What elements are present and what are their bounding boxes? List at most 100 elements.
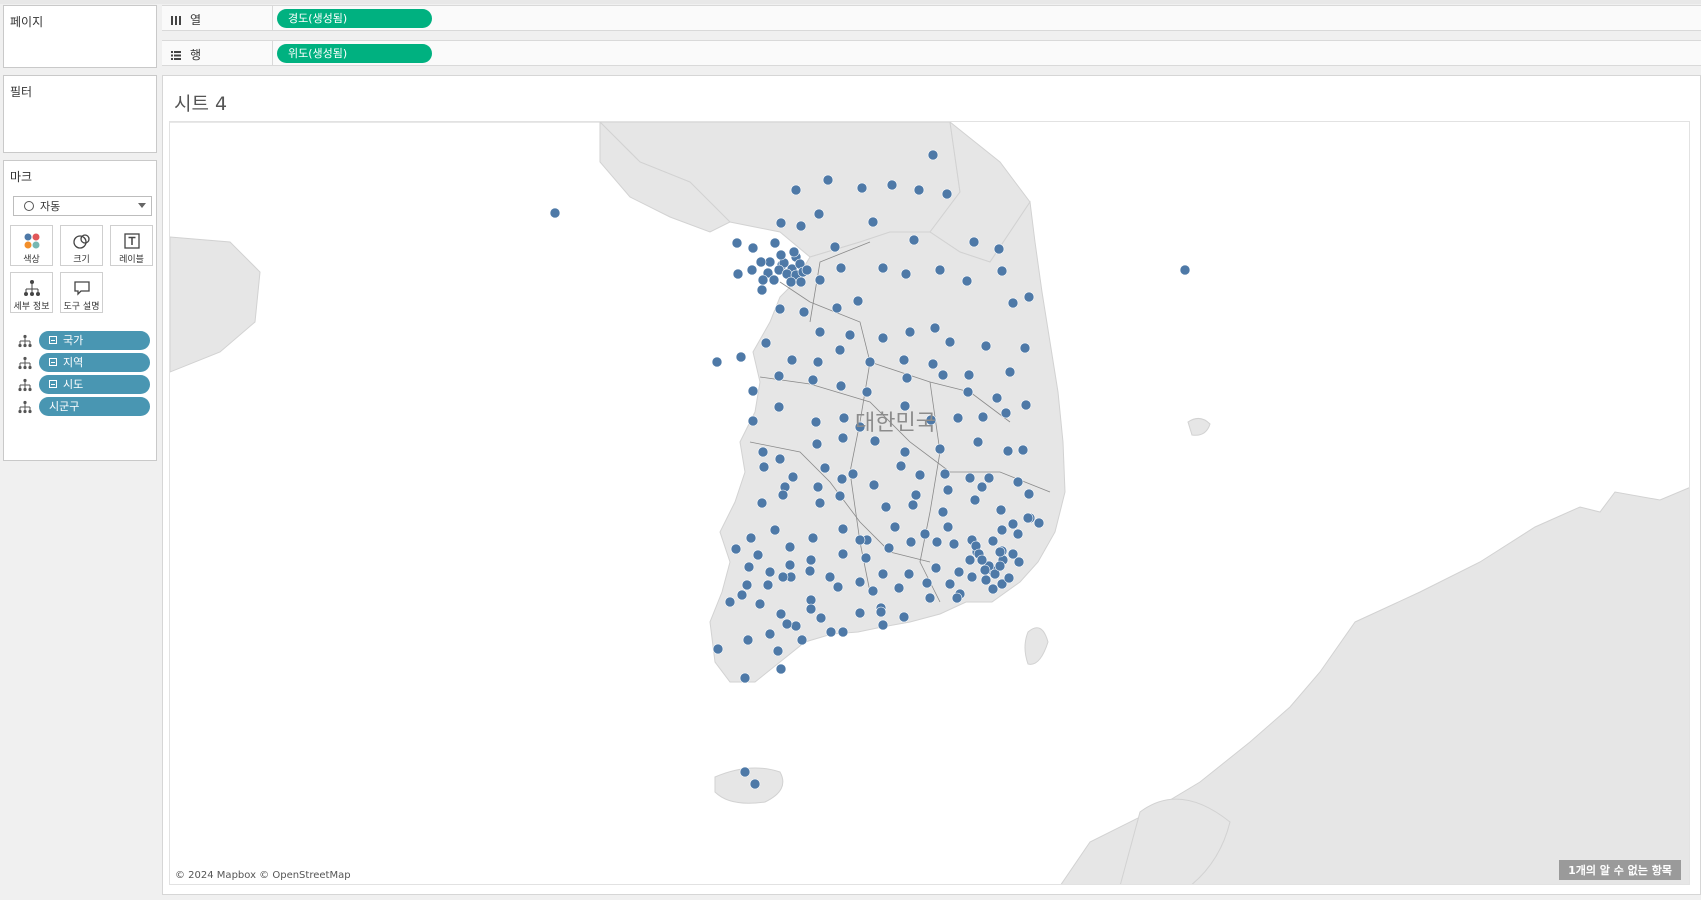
map-mark[interactable] bbox=[966, 571, 978, 583]
map-mark[interactable] bbox=[927, 149, 939, 161]
map-mark[interactable] bbox=[895, 460, 907, 472]
map-mark[interactable] bbox=[795, 220, 807, 232]
map-attribution[interactable]: © 2024 Mapbox © OpenStreetMap bbox=[175, 870, 351, 881]
map-mark[interactable] bbox=[964, 472, 976, 484]
map-mark[interactable] bbox=[1012, 476, 1024, 488]
map-mark[interactable] bbox=[996, 524, 1008, 536]
map-mark[interactable] bbox=[745, 532, 757, 544]
map-mark[interactable] bbox=[832, 581, 844, 593]
map-mark[interactable] bbox=[788, 246, 800, 258]
map-mark[interactable] bbox=[749, 778, 761, 790]
map-mark[interactable] bbox=[775, 663, 787, 675]
map-mark[interactable] bbox=[919, 528, 931, 540]
map-mark[interactable] bbox=[1000, 407, 1012, 419]
map-mark[interactable] bbox=[908, 234, 920, 246]
map-mark[interactable] bbox=[854, 421, 866, 433]
map-mark[interactable] bbox=[730, 543, 742, 555]
map-mark[interactable] bbox=[994, 546, 1006, 558]
latitude-pill[interactable]: 위도(생성됨) bbox=[277, 44, 432, 63]
label-button[interactable]: 레이블 bbox=[110, 225, 153, 266]
field-pill-country[interactable]: 국가 bbox=[39, 331, 150, 350]
map-mark[interactable] bbox=[755, 256, 767, 268]
map-mark[interactable] bbox=[825, 626, 837, 638]
map-mark[interactable] bbox=[880, 501, 892, 513]
map-mark[interactable] bbox=[837, 432, 849, 444]
map-mark[interactable] bbox=[1033, 517, 1045, 529]
map-mark[interactable] bbox=[987, 535, 999, 547]
map-mark[interactable] bbox=[831, 302, 843, 314]
map-mark[interactable] bbox=[1007, 297, 1019, 309]
map-mark[interactable] bbox=[764, 256, 776, 268]
map-mark[interactable] bbox=[787, 471, 799, 483]
map-mark[interactable] bbox=[941, 188, 953, 200]
map-mark[interactable] bbox=[760, 337, 772, 349]
map-mark[interactable] bbox=[795, 276, 807, 288]
map-mark[interactable] bbox=[996, 578, 1008, 590]
map-mark[interactable] bbox=[777, 571, 789, 583]
map-mark[interactable] bbox=[983, 472, 995, 484]
map-mark[interactable] bbox=[877, 262, 889, 274]
map-mark[interactable] bbox=[837, 626, 849, 638]
map-mark[interactable] bbox=[991, 392, 1003, 404]
map-mark[interactable] bbox=[860, 552, 872, 564]
map-mark[interactable] bbox=[852, 295, 864, 307]
map-mark[interactable] bbox=[934, 264, 946, 276]
map-mark[interactable] bbox=[944, 336, 956, 348]
field-pill-district[interactable]: 시군구 bbox=[39, 397, 150, 416]
map-mark[interactable] bbox=[743, 561, 755, 573]
map-mark[interactable] bbox=[819, 462, 831, 474]
map-mark[interactable] bbox=[837, 523, 849, 535]
field-pill-province[interactable]: 시도 bbox=[39, 375, 150, 394]
map-mark[interactable] bbox=[1023, 291, 1035, 303]
map-mark[interactable] bbox=[747, 242, 759, 254]
map-mark[interactable] bbox=[747, 385, 759, 397]
map-mark[interactable] bbox=[995, 504, 1007, 516]
map-mark[interactable] bbox=[854, 607, 866, 619]
map-mark[interactable] bbox=[732, 268, 744, 280]
map-mark[interactable] bbox=[996, 265, 1008, 277]
map-mark[interactable] bbox=[774, 303, 786, 315]
map-mark[interactable] bbox=[775, 608, 787, 620]
map-mark[interactable] bbox=[993, 243, 1005, 255]
map-mark[interactable] bbox=[900, 268, 912, 280]
map-mark[interactable] bbox=[735, 351, 747, 363]
map-mark[interactable] bbox=[867, 585, 879, 597]
map-mark[interactable] bbox=[968, 236, 980, 248]
map-mark[interactable] bbox=[746, 264, 758, 276]
map-mark[interactable] bbox=[925, 414, 937, 426]
map-mark[interactable] bbox=[814, 274, 826, 286]
map-mark[interactable] bbox=[838, 412, 850, 424]
map-mark[interactable] bbox=[756, 284, 768, 296]
map-mark[interactable] bbox=[754, 598, 766, 610]
map-mark[interactable] bbox=[814, 326, 826, 338]
map-mark[interactable] bbox=[736, 589, 748, 601]
map-mark[interactable] bbox=[869, 435, 881, 447]
map-mark[interactable] bbox=[929, 322, 941, 334]
map-mark[interactable] bbox=[805, 594, 817, 606]
map-mark[interactable] bbox=[972, 436, 984, 448]
map-mark[interactable] bbox=[1017, 444, 1029, 456]
map-mark[interactable] bbox=[769, 237, 781, 249]
map-mark[interactable] bbox=[886, 179, 898, 191]
map-mark[interactable] bbox=[934, 443, 946, 455]
map-mark[interactable] bbox=[805, 554, 817, 566]
map-mark[interactable] bbox=[898, 354, 910, 366]
map-mark[interactable] bbox=[747, 415, 759, 427]
unknown-items-indicator[interactable]: 1개의 알 수 없는 항목 bbox=[1559, 860, 1681, 880]
map-mark[interactable] bbox=[739, 766, 751, 778]
map-mark[interactable] bbox=[889, 521, 901, 533]
map-mark[interactable] bbox=[937, 369, 949, 381]
longitude-pill[interactable]: 경도(생성됨) bbox=[277, 9, 432, 28]
map-mark[interactable] bbox=[739, 672, 751, 684]
map-mark[interactable] bbox=[834, 344, 846, 356]
map-mark[interactable] bbox=[829, 241, 841, 253]
map-mark[interactable] bbox=[807, 532, 819, 544]
color-button[interactable]: 색상 bbox=[10, 225, 53, 266]
field-pill-region[interactable]: 지역 bbox=[39, 353, 150, 372]
collapse-icon[interactable] bbox=[49, 380, 57, 388]
map-mark[interactable] bbox=[724, 596, 736, 608]
map-mark[interactable] bbox=[944, 578, 956, 590]
map-mark[interactable] bbox=[910, 489, 922, 501]
map-mark[interactable] bbox=[977, 411, 989, 423]
map-mark[interactable] bbox=[834, 490, 846, 502]
